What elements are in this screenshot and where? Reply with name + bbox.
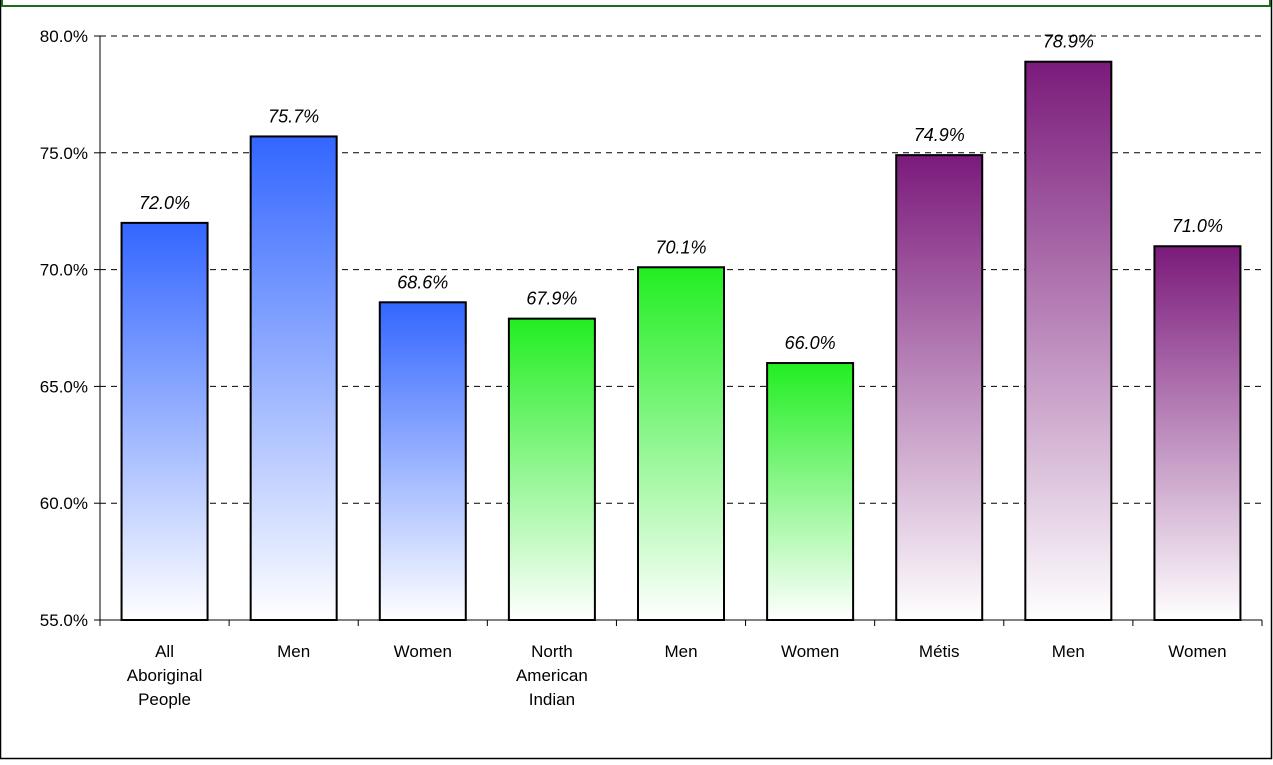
- data-label: 74.9%: [914, 125, 965, 145]
- bar: [120, 221, 209, 621]
- category-label: Métis: [919, 642, 960, 661]
- bar: [249, 135, 338, 621]
- category-label: Women: [781, 642, 839, 661]
- bar: [1024, 60, 1113, 622]
- category-label: Women: [394, 642, 452, 661]
- y-tick-label: 75.0%: [40, 144, 88, 163]
- y-tick-label: 60.0%: [40, 494, 88, 513]
- data-label: 67.9%: [526, 289, 577, 309]
- data-label: 70.1%: [655, 237, 706, 257]
- category-label: Men: [664, 642, 697, 661]
- y-tick-label: 55.0%: [40, 611, 88, 630]
- category-label: Men: [277, 642, 310, 661]
- y-tick-label: 70.0%: [40, 261, 88, 280]
- bar: [766, 362, 855, 621]
- bar: [895, 154, 984, 622]
- category-label: North American Indian: [516, 642, 588, 709]
- title-bar: [1, 0, 1271, 7]
- data-label: 75.7%: [268, 106, 319, 126]
- data-label: 68.6%: [397, 272, 448, 292]
- category-label: All Aboriginal People: [127, 642, 203, 709]
- labels-layer: 72.0% All Aboriginal People 75.7% Men 68.6% Wom…: [127, 32, 1227, 709]
- category-label: Women: [1168, 642, 1226, 661]
- bar: [1153, 245, 1242, 622]
- data-label: 78.9%: [1043, 32, 1094, 52]
- axis-layer: 55.0% 60.0% 65.0% 70.0% 75.0% 80.0%: [40, 27, 1263, 630]
- bar: [637, 266, 725, 621]
- y-tick-label: 65.0%: [40, 377, 88, 396]
- data-label: 71.0%: [1172, 216, 1223, 236]
- bars-layer: [120, 60, 1242, 622]
- data-label: 72.0%: [139, 193, 190, 213]
- data-label: 66.0%: [785, 333, 836, 353]
- bar: [378, 301, 467, 621]
- bar: [507, 317, 596, 621]
- y-tick-label: 80.0%: [40, 27, 88, 46]
- category-label: Men: [1052, 642, 1085, 661]
